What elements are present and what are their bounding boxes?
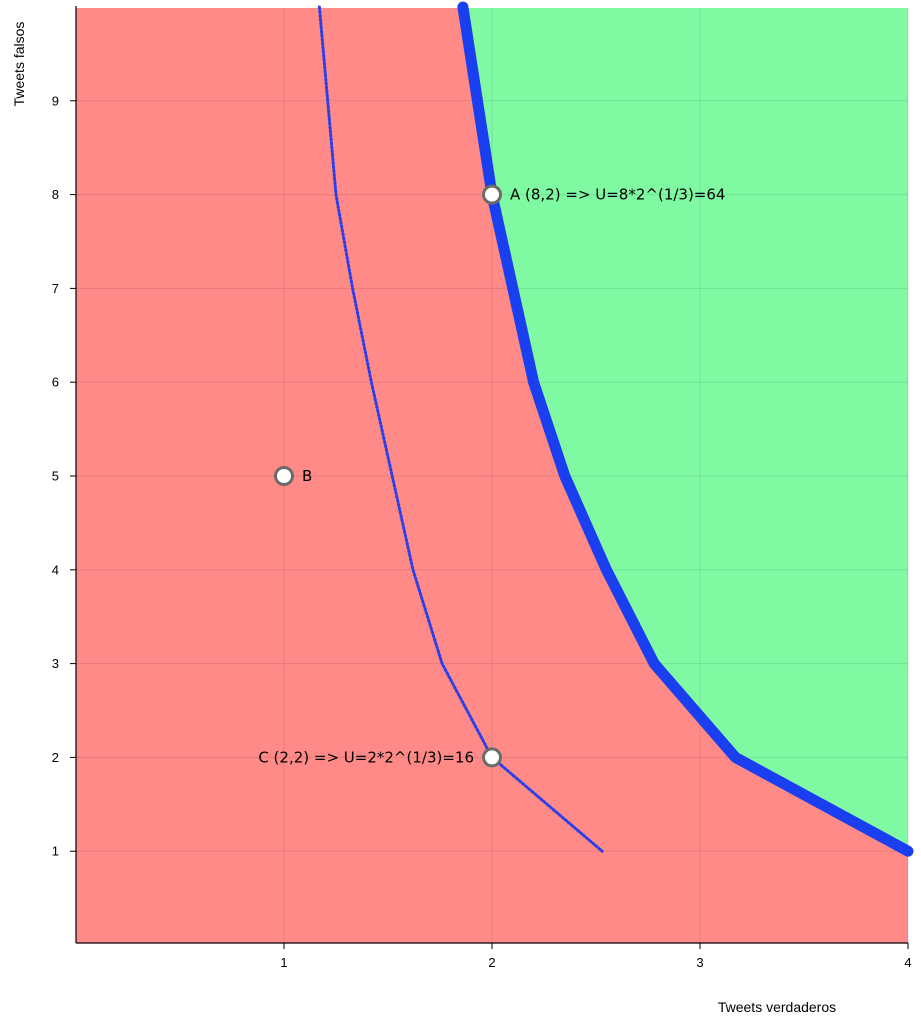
x-tick-label: 1 [280, 955, 287, 970]
y-tick-label: 4 [52, 562, 59, 577]
y-tick-label: 1 [52, 844, 59, 859]
point-c-label: C (2,2) => U=2*2^(1/3)=16 [258, 748, 474, 766]
x-axis-title: Tweets verdaderos [718, 999, 836, 1015]
y-tick-label: 7 [52, 281, 59, 296]
y-tick-label: 2 [52, 750, 59, 765]
chart: 1 2 3 4 1 2 3 4 5 6 7 8 9 A (8,2) => U=8*2^(1/3)=64 B… [0, 0, 921, 1024]
point-b-label: B [302, 467, 312, 485]
x-tick-label: 3 [696, 955, 703, 970]
y-tick-label: 6 [52, 375, 59, 390]
y-axis-title: Tweets falsos [11, 22, 27, 107]
y-tick-label: 9 [52, 93, 59, 108]
y-tick-label: 5 [52, 469, 59, 484]
point-c [484, 749, 501, 766]
y-tick-label: 3 [52, 656, 59, 671]
x-tick-label: 2 [488, 955, 495, 970]
point-a [484, 186, 501, 203]
point-a-label: A (8,2) => U=8*2^(1/3)=64 [510, 186, 725, 204]
y-tick-label: 8 [52, 187, 59, 202]
point-b [276, 468, 293, 485]
x-tick-label: 4 [904, 955, 911, 970]
